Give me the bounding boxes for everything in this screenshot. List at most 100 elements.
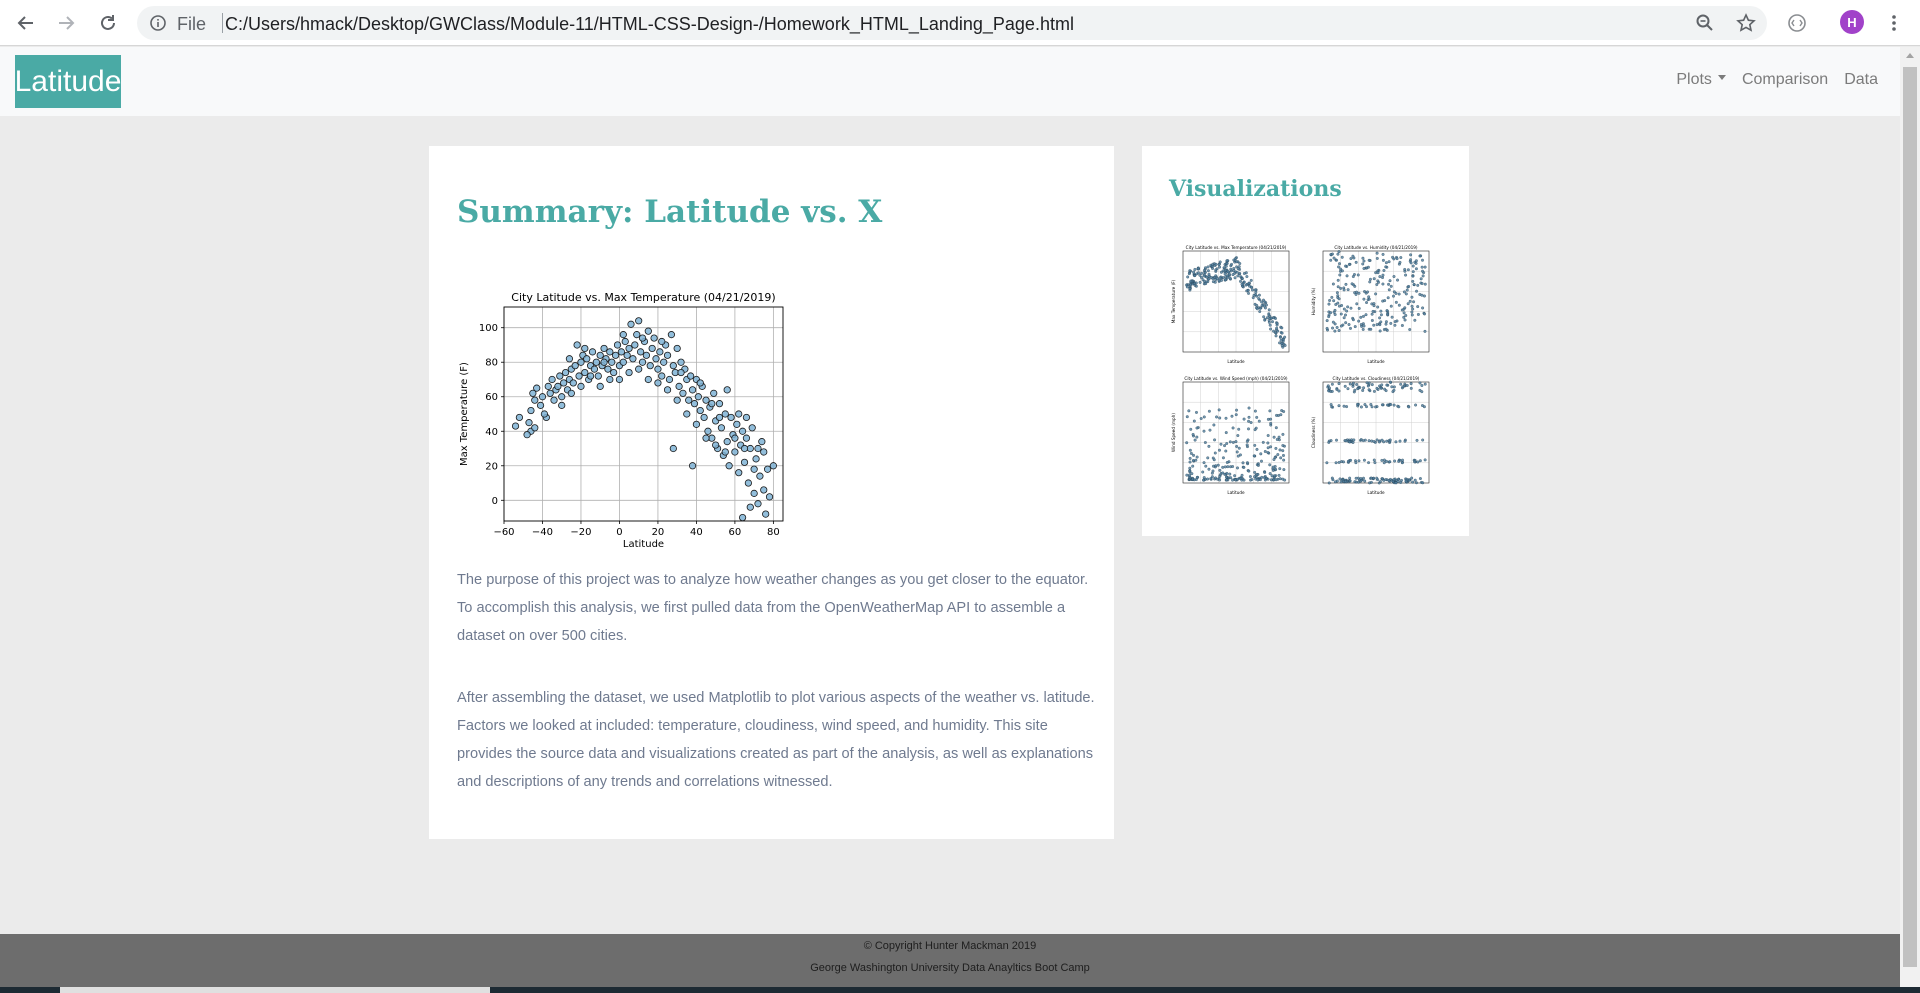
data-point (606, 375, 614, 384)
thumb-data-point (1376, 271, 1380, 275)
data-point (627, 320, 635, 328)
scrollbar-thumb[interactable] (1903, 67, 1917, 967)
summary-card: Summary: Latitude vs. X −60 −40 −20 0 20 40 60… (429, 146, 1114, 839)
thumb-data-point (1223, 278, 1227, 282)
thumb-data-point (1208, 428, 1212, 432)
nav-comparison-link[interactable]: Comparison (1741, 71, 1829, 88)
x-tick-label: −20 (570, 527, 591, 538)
back-button[interactable] (13, 10, 39, 36)
thumb-data-point (1413, 478, 1417, 482)
address-bar[interactable]: File C:/Users/hmack/Desktop/GWClass/Modu… (137, 6, 1767, 40)
forward-button[interactable] (53, 10, 79, 36)
thumb-data-point (1274, 478, 1278, 482)
thumb-data-point (1282, 468, 1286, 472)
thumb-data-point (1357, 306, 1361, 310)
thumb-data-point (1231, 465, 1235, 468)
thumb-data-point (1356, 273, 1360, 277)
thumb-data-point (1410, 313, 1414, 317)
reload-button[interactable] (95, 10, 121, 36)
thumb-data-point (1337, 382, 1341, 386)
data-point (658, 372, 666, 380)
thumb-data-point (1335, 438, 1338, 442)
thumb-data-point (1211, 264, 1214, 268)
thumb-cloudiness-plot[interactable]: City Latitude vs. Cloudiness (04/21/2019… (1309, 374, 1434, 497)
thumb-data-point (1229, 267, 1233, 271)
thumb-data-point (1259, 452, 1263, 456)
info-icon[interactable] (149, 14, 167, 32)
thumb-data-point (1274, 446, 1278, 450)
thumb-data-point (1211, 277, 1215, 281)
thumb-data-point (1213, 280, 1217, 284)
profile-avatar[interactable]: H (1840, 10, 1864, 34)
thumb-data-point (1382, 461, 1386, 465)
thumb-data-point (1403, 439, 1407, 443)
scroll-up-arrow-icon[interactable] (1906, 53, 1914, 58)
thumb-plot-frame (1322, 381, 1430, 484)
thumb-humidity-plot[interactable]: City Latitude vs. Humidity (04/21/2019) L… (1309, 243, 1434, 366)
thumb-data-point (1408, 299, 1412, 303)
thumb-data-point (1337, 304, 1341, 308)
thumb-data-point (1245, 461, 1249, 465)
thumb-data-point (1218, 448, 1221, 452)
data-point (612, 351, 620, 359)
thumb-data-point (1339, 286, 1343, 290)
data-point (592, 358, 600, 366)
thumb-data-point (1375, 386, 1379, 390)
thumb-data-point (1347, 323, 1351, 326)
data-point (669, 362, 677, 370)
thumb-data-point (1185, 473, 1189, 477)
url-text[interactable]: C:/Users/hmack/Desktop/GWClass/Module-11… (225, 14, 1074, 34)
x-tick-label: 40 (690, 527, 703, 538)
thumb-data-point (1405, 383, 1409, 387)
thumb-data-point (1375, 438, 1379, 442)
nav-plots-dropdown[interactable]: Plots (1676, 71, 1726, 89)
thumb-data-point (1381, 276, 1384, 280)
thumb-data-point (1225, 259, 1229, 263)
extension-button[interactable] (1784, 10, 1810, 36)
thumb-data-point (1326, 384, 1330, 388)
page-scrollbar[interactable] (1900, 47, 1920, 993)
thumb-data-point (1344, 313, 1347, 317)
thumb-data-point (1350, 282, 1354, 286)
thumb-temperature-plot[interactable]: City Latitude vs. Max Temperature (04/21… (1169, 243, 1294, 366)
data-point (735, 469, 743, 477)
thumb-data-point (1369, 476, 1373, 480)
brand-logo[interactable]: Latitude (15, 55, 121, 108)
visualizations-card: Visualizations City Latitude vs. Max Tem… (1142, 146, 1469, 536)
thumb-data-point (1379, 386, 1383, 390)
thumb-data-point (1399, 480, 1403, 484)
thumb-data-point (1217, 278, 1221, 282)
thumb-data-point (1230, 262, 1234, 266)
thumb-data-point (1378, 323, 1382, 327)
thumb-data-point (1411, 480, 1415, 484)
thumb-data-point (1372, 458, 1376, 462)
thumb-data-point (1185, 441, 1189, 445)
thumb-data-point (1254, 477, 1258, 481)
thumb-data-point (1404, 314, 1408, 317)
thumb-data-point (1351, 275, 1355, 279)
thumb-data-point (1328, 386, 1331, 390)
thumb-wind-speed-plot[interactable]: City Latitude vs. Wind Speed (mph) (04/2… (1169, 374, 1294, 497)
thumb-data-point (1231, 273, 1235, 277)
thumb-x-axis-label: Latitude (1227, 490, 1245, 495)
thumb-data-point (1396, 278, 1399, 282)
nav-data-link[interactable]: Data (1844, 71, 1878, 88)
thumb-data-point (1242, 280, 1246, 284)
thumb-data-point (1346, 305, 1350, 309)
thumb-data-point (1330, 476, 1334, 480)
data-point (527, 406, 535, 415)
thumb-x-axis-label: Latitude (1367, 490, 1385, 495)
zoom-button[interactable] (1692, 10, 1718, 36)
back-arrow-icon (17, 16, 33, 30)
thumb-data-point (1214, 262, 1218, 266)
thumb-data-point (1400, 324, 1404, 327)
bookmark-button[interactable] (1733, 10, 1759, 36)
thumb-data-point (1378, 329, 1382, 333)
menu-button[interactable] (1881, 10, 1907, 36)
thumb-data-point (1419, 277, 1423, 281)
thumb-plot-frame (1182, 250, 1290, 353)
thumb-data-point (1214, 268, 1218, 272)
thumb-data-point (1244, 271, 1248, 275)
thumb-data-point (1327, 302, 1331, 306)
thumb-data-point (1224, 268, 1227, 272)
